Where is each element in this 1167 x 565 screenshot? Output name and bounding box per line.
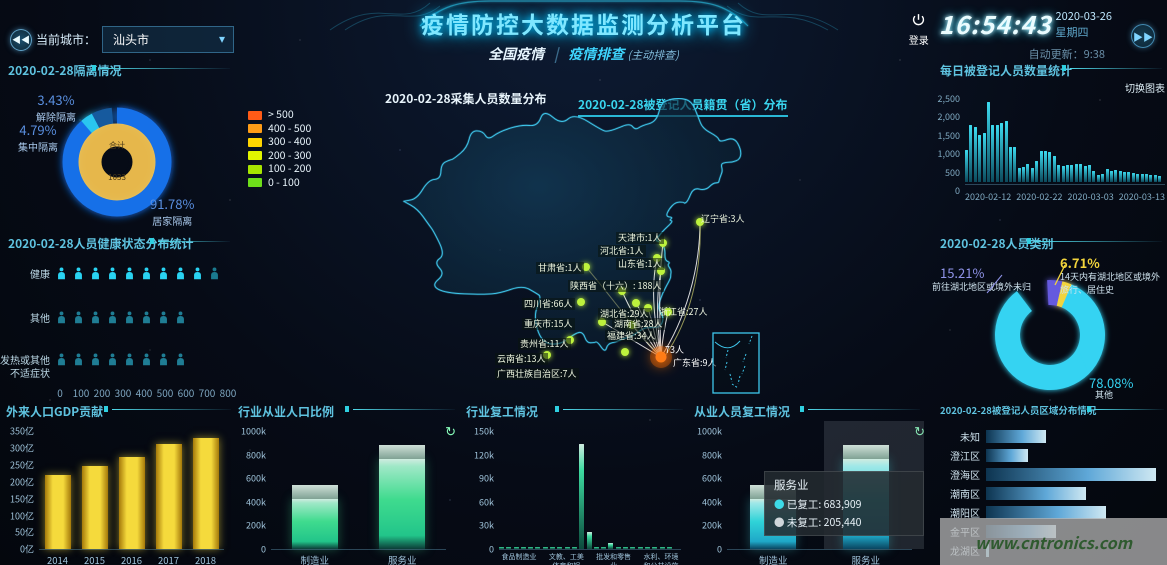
svg-text:1033: 1033 [108, 172, 126, 183]
svg-text:合计: 合计 [109, 140, 125, 151]
